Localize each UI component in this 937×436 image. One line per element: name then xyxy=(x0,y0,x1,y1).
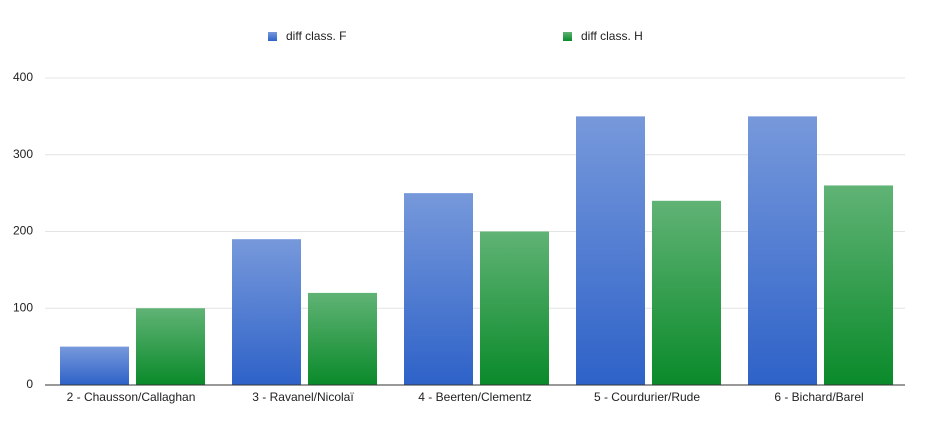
legend-label: diff class. F xyxy=(286,29,346,43)
bar xyxy=(308,292,377,385)
x-tick-label: 6 - Bichard/Barel xyxy=(774,390,863,404)
bar xyxy=(480,231,549,385)
bar xyxy=(652,200,721,385)
bar xyxy=(60,346,129,385)
bar xyxy=(404,193,473,385)
legend-swatch xyxy=(563,32,572,41)
x-tick-label: 3 - Ravanel/Nicolaï xyxy=(252,390,354,404)
bar xyxy=(576,116,645,385)
y-tick-label: 400 xyxy=(13,70,33,84)
bar xyxy=(824,185,893,385)
legend-swatch xyxy=(268,32,277,41)
y-tick-label: 100 xyxy=(13,300,33,314)
y-tick-label: 0 xyxy=(26,377,33,391)
legend-label: diff class. H xyxy=(581,29,643,43)
y-tick-label: 200 xyxy=(13,224,33,238)
y-tick-label: 300 xyxy=(13,147,33,161)
x-tick-label: 2 - Chausson/Callaghan xyxy=(67,390,196,404)
bar xyxy=(136,308,205,385)
x-tick-label: 5 - Courdurier/Rude xyxy=(594,390,700,404)
bar xyxy=(232,239,301,385)
x-tick-label: 4 - Beerten/Clementz xyxy=(418,390,531,404)
bar xyxy=(748,116,817,385)
